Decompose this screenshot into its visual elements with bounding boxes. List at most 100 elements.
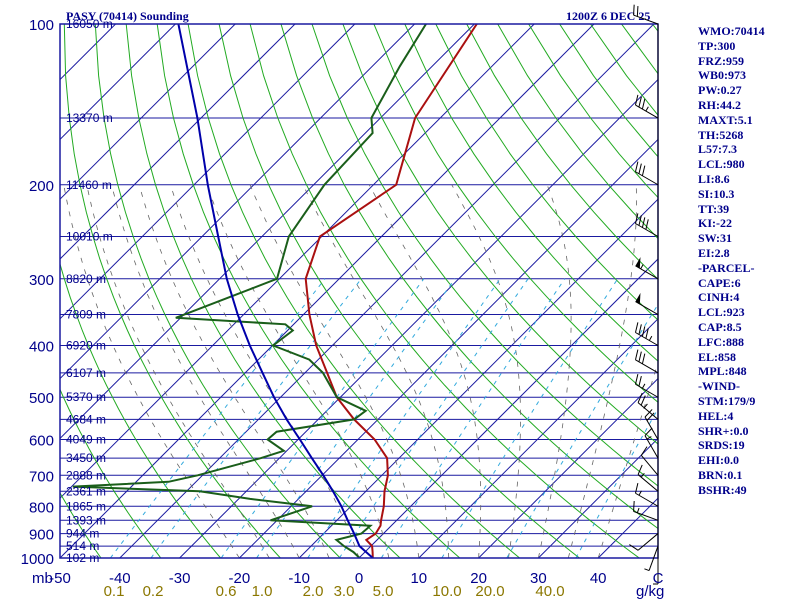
barb-flag: [638, 163, 642, 174]
height-label: 514 m: [66, 539, 99, 553]
barb-flag: [634, 349, 639, 360]
mixing-ratio-line: [441, 278, 619, 558]
barb-half: [645, 106, 649, 112]
barb-shaft: [635, 492, 659, 507]
dry-adiabat: [466, 24, 658, 280]
index-item: KI:-22: [698, 216, 732, 231]
moist-adiabat: [368, 184, 482, 558]
barb-flag: [641, 326, 646, 337]
mixing-ratio-line: [220, 278, 425, 558]
dry-adiabat: [156, 24, 461, 558]
dry-adiabat: [60, 262, 221, 558]
barb-flag: [637, 392, 643, 403]
barb-half: [648, 335, 653, 341]
temperature-tick: 10: [410, 570, 427, 587]
index-item: LI:8.6: [698, 171, 730, 186]
barb-half: [644, 568, 650, 572]
barb-flag: [641, 165, 646, 176]
mixing-ratio-tick: 40.0: [535, 583, 564, 600]
wind-barb: [633, 4, 659, 25]
temperature-profile: [304, 24, 478, 558]
isotherm: [60, 24, 535, 499]
height-label: 7809 m: [66, 308, 106, 322]
mixing-ratio-unit: g/kg: [636, 583, 664, 600]
temperature-tick: -40: [109, 570, 131, 587]
mixing-ratio-line: [150, 278, 362, 558]
moist-adiabat: [538, 184, 572, 558]
mixing-ratio-line: [307, 278, 501, 558]
dry-adiabat: [280, 24, 658, 530]
height-label: 1865 m: [66, 499, 106, 513]
dry-adiabat: [187, 24, 520, 558]
dry-adiabat: [373, 24, 658, 403]
pressure-tick: 900: [29, 527, 54, 544]
mixing-ratio-tick: 0.1: [104, 583, 125, 600]
index-item: WMO:70414: [698, 24, 765, 38]
wind-barb: [653, 558, 659, 585]
dry-adiabat: [311, 24, 658, 487]
barb-flag: [638, 351, 642, 362]
wind-barb: [634, 349, 659, 374]
dry-adiabat: [94, 24, 341, 558]
wind-barb: [634, 94, 659, 119]
dry-adiabat: [497, 24, 658, 240]
barb-flag: [633, 4, 635, 16]
temperature-unit: C: [653, 570, 664, 587]
barb-flag: [633, 500, 635, 512]
mixing-ratio-tick: 0.2: [143, 583, 164, 600]
index-item: BSHR:49: [698, 482, 747, 497]
moist-adiabat: [249, 184, 420, 558]
dry-adiabat: [404, 24, 658, 362]
barb-shaft: [637, 402, 659, 420]
barb-flag: [638, 215, 642, 226]
barb-shaft: [635, 223, 659, 237]
index-item: TT:39: [698, 201, 730, 216]
index-item: SHR+:0.0: [698, 423, 749, 438]
moist-adiabat: [597, 360, 658, 558]
wind-barb: [634, 482, 659, 507]
wind-barb: [637, 464, 659, 492]
height-label: 4049 m: [66, 433, 106, 447]
barb-flag: [634, 482, 639, 494]
barb-shaft: [635, 301, 659, 315]
mixing-ratio-line: [338, 278, 529, 558]
pressure-unit: mb: [32, 570, 53, 587]
mixing-ratio-tick: 5.0: [373, 583, 394, 600]
dry-adiabat: [249, 24, 640, 558]
height-label: 13370 m: [66, 111, 113, 125]
index-item: SRDS:19: [698, 438, 745, 453]
height-label: 6107 m: [66, 366, 106, 380]
barb-shaft: [644, 416, 659, 440]
moist-adiabat: [206, 184, 390, 558]
isotherm: [478, 377, 658, 558]
height-label: 5370 m: [66, 390, 106, 404]
wind-barb: [634, 322, 659, 346]
barb-half: [640, 472, 645, 478]
barb-pennant: [635, 292, 641, 305]
barb-flag: [637, 464, 643, 475]
isotherm: [60, 24, 475, 440]
index-item: CAPE:6: [698, 275, 741, 290]
index-item: LFC:888: [698, 334, 744, 349]
index-item: EI:2.8: [698, 245, 730, 260]
barb-pennant: [635, 257, 641, 269]
index-item: SW:31: [698, 231, 733, 246]
barb-flag: [641, 98, 646, 110]
barb-flag: [640, 446, 648, 456]
isotherm: [239, 138, 658, 558]
plot-frame: [59, 23, 659, 559]
wind-barb: [634, 161, 659, 186]
index-item: MAXT:5.1: [698, 112, 753, 127]
isotherm: [119, 24, 655, 558]
wind-barb: [644, 427, 659, 459]
barb-flag: [640, 395, 646, 406]
height-label: 16050 m: [66, 17, 113, 31]
moist-adiabat: [86, 184, 270, 558]
dry-adiabat: [590, 24, 658, 117]
wind-barb: [640, 446, 659, 476]
height-label: 2888 m: [66, 468, 106, 482]
height-label: 6920 m: [66, 339, 106, 353]
chart-title: PASY (70414) Sounding: [66, 9, 189, 23]
isotherm: [60, 24, 415, 380]
dry-adiabat: [60, 492, 102, 558]
